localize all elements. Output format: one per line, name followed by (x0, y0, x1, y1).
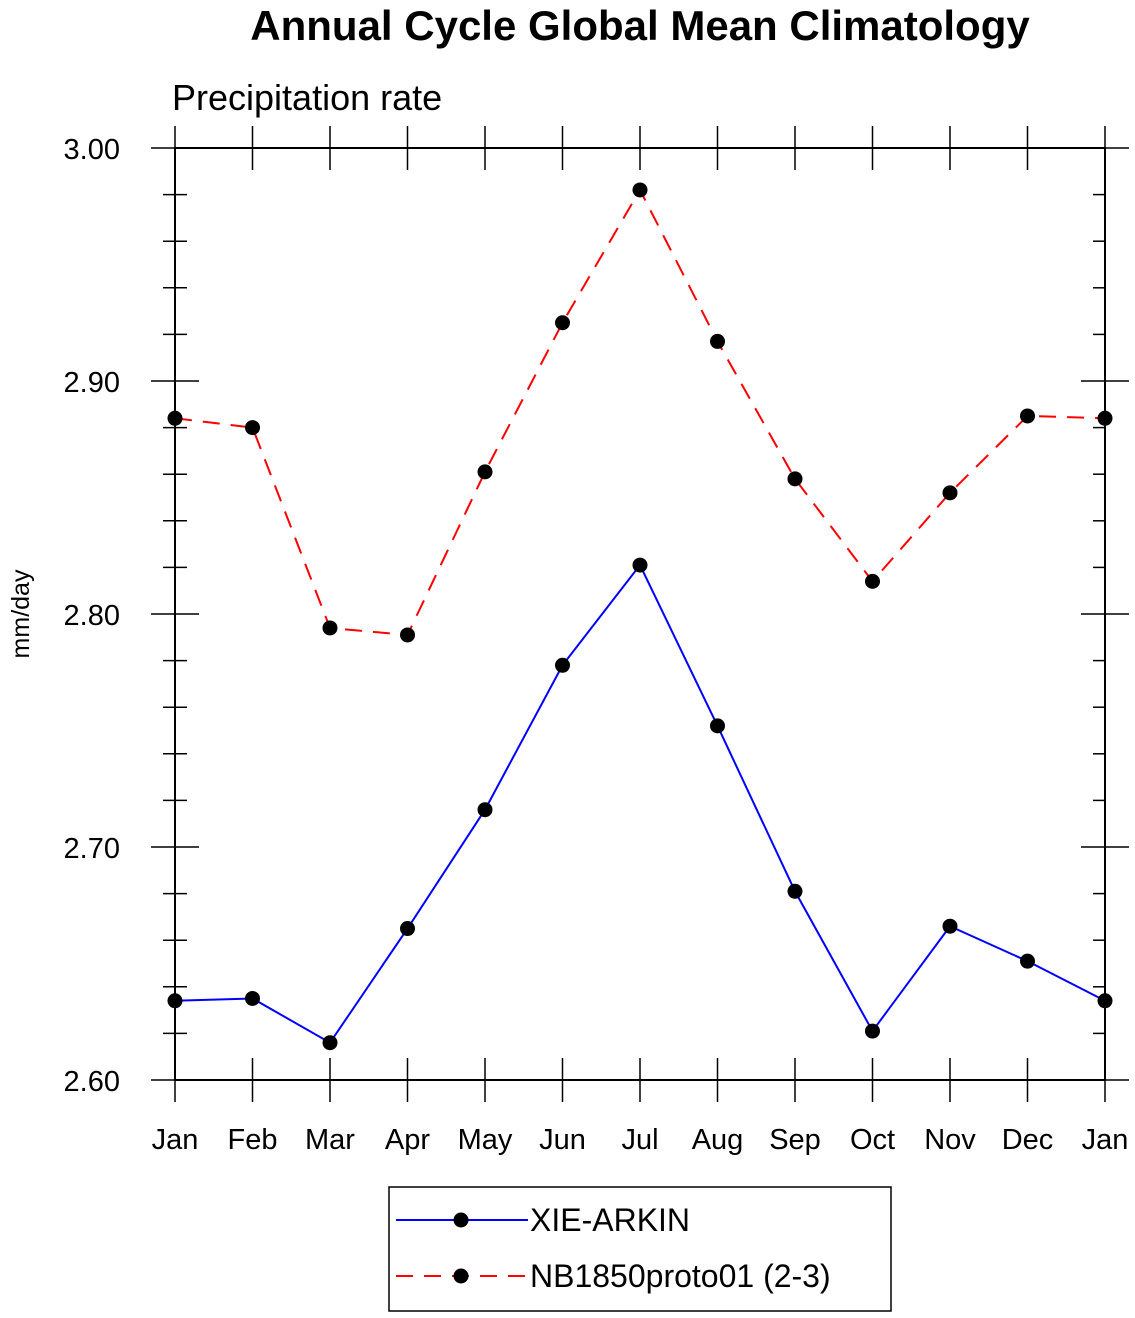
x-tick-label: Dec (1002, 1124, 1054, 1156)
data-point (710, 718, 725, 734)
data-point (477, 464, 493, 480)
data-point (322, 620, 338, 636)
series-1 (167, 557, 1113, 1051)
data-point (710, 333, 725, 349)
x-tick-label: Apr (385, 1124, 430, 1156)
y-tick-label: 2.70 (64, 833, 120, 865)
legend-item: XIE-ARKIN (396, 1202, 690, 1238)
x-tick-label: Sep (769, 1124, 821, 1156)
data-point (245, 990, 260, 1006)
y-tick-label: 3.00 (64, 134, 120, 166)
legend-items: XIE-ARKIN NB1850proto01 (2-3) (396, 1202, 831, 1294)
chart-title: Annual Cycle Global Mean Climatology (250, 2, 1030, 49)
x-tick-labels: Jan Feb Mar Apr May Jun Jul Aug Sep Oct Nov Dec Jan (152, 1124, 1129, 1156)
data-point (322, 1035, 338, 1051)
ticks-layer (151, 126, 1129, 1102)
data-point (1020, 408, 1035, 424)
legend-label: XIE-ARKIN (530, 1202, 690, 1238)
data-point (555, 315, 570, 331)
data-point (632, 182, 648, 198)
series-line (174, 563, 1106, 1045)
data-point (555, 657, 570, 673)
x-tick-label: Feb (228, 1124, 278, 1156)
data-point (942, 485, 958, 501)
legend-label: NB1850proto01 (2-3) (530, 1258, 831, 1294)
data-point (400, 627, 415, 643)
y-tick-label: 2.90 (64, 367, 120, 399)
legend-box (388, 1186, 892, 1312)
x-tick-label: Jan (152, 1124, 199, 1156)
legend-item: NB1850proto01 (2-3) (396, 1258, 831, 1294)
x-tick-label: May (458, 1124, 513, 1156)
x-tick-label: Jan (1082, 1124, 1129, 1156)
y-tick-label: 2.80 (64, 600, 120, 632)
chart-subtitle: Precipitation rate (172, 77, 442, 118)
y-tick-label: 2.60 (64, 1066, 120, 1098)
data-point (400, 921, 415, 937)
x-tick-label: Mar (305, 1124, 355, 1156)
data-point (632, 557, 648, 573)
data-point (1020, 953, 1035, 969)
series-layer (167, 182, 1113, 1051)
x-tick-label: Jun (539, 1124, 586, 1156)
data-point (787, 883, 803, 899)
legend: XIE-ARKIN NB1850proto01 (2-3) (388, 1186, 892, 1312)
data-point (477, 802, 493, 818)
x-tick-label: Oct (850, 1124, 895, 1156)
y-axis-label: mm/day (7, 569, 35, 658)
series-2 (167, 182, 1113, 643)
y-tick-labels: 2.60 2.70 2.80 2.90 3.00 (64, 134, 120, 1098)
plot-frame (174, 147, 1106, 1081)
data-point (865, 573, 880, 589)
data-point (245, 420, 260, 436)
data-point (787, 471, 803, 487)
data-point (942, 918, 958, 934)
x-tick-label: Jul (621, 1124, 658, 1156)
data-point (865, 1023, 880, 1039)
x-tick-label: Nov (924, 1124, 976, 1156)
legend-marker (453, 1212, 469, 1228)
x-tick-label: Aug (692, 1124, 744, 1156)
legend-marker (453, 1268, 469, 1284)
